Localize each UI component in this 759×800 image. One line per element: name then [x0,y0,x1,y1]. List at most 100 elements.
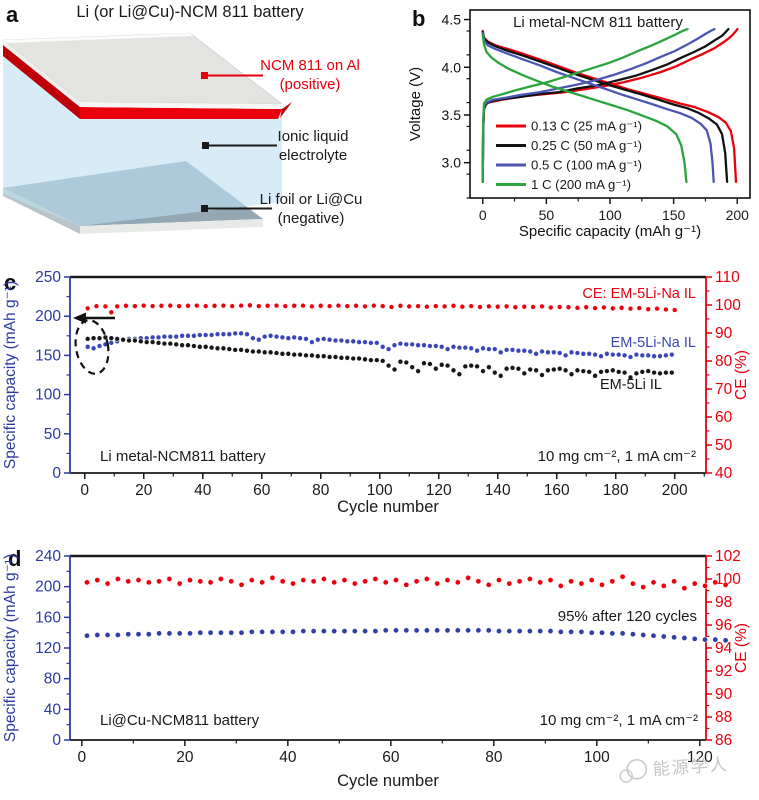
left-y-axis: 3.0 3.5 4.0 4.5 Voltage (V) [407,12,470,199]
x-tick-label: 20 [176,749,194,766]
x-axis: 0 50 100 150 200 Specific capacity (mAh g⁻¹) [479,198,749,240]
annotation-text: 10 mg cm⁻², 1 mA cm⁻² [538,448,696,465]
positive-leader: NCM 811 on Al (positive) [201,57,360,93]
x-tick-label: 40 [194,482,212,499]
annotation-text: Li@Cu-NCM811 battery [100,712,260,729]
series-label: CE: EM-5Li-Na IL [582,286,696,302]
y-tick-label: 3.5 [442,107,462,123]
y-tick-label: 3.0 [442,155,462,171]
series-em-5li-na-il: EM-5Li-Na IL [84,330,696,360]
axis-arrow [73,312,115,324]
y-tick-label: 50 [715,437,733,454]
x-tick-label: 0 [479,207,487,223]
series-0-5-c-discharge [481,31,715,183]
y-tick-label: 0 [52,465,61,482]
right-y-axis: 86 88 90 92 94 96 98 100 102 CE (%) [706,548,750,749]
chart-title: Li metal-NCM 811 battery [513,14,683,31]
cathode-layer [3,45,292,119]
x-axis-title: Specific capacity (mAh g⁻¹) [519,223,701,240]
y-tick-label: 92 [715,663,732,680]
y-tick-label: 100 [715,571,741,588]
right-y-axis-title: CE (%) [733,350,750,400]
series-label: EM-5Li IL [600,377,662,393]
left-y-axis: 0 50 100 150 200 250 Specific capacity (mAh g⁻… [2,269,70,482]
y-tick-label: 80 [44,671,62,688]
x-tick-label: 50 [539,207,555,223]
legend-label: 0.13 C (25 mA g⁻¹) [531,119,642,134]
y-tick-label: 40 [715,465,733,482]
legend-label: 1 C (200 mA g⁻¹) [531,177,631,192]
watermark-text: 能源学人 [652,755,729,779]
annotation-text: 95% after 120 cycles [558,608,697,625]
y-tick-label: 4.0 [442,59,462,75]
series-discharge-capacity [83,627,729,644]
series-1-c-discharge [481,33,688,183]
series-ce-em-5li-na-il: CE: EM-5Li-Na IL [84,286,696,316]
chart-voltage-profiles: 0 50 100 150 200 Specific capacity (mAh g⁻¹) 3… [407,9,751,240]
x-tick-label: 160 [544,482,570,499]
y-tick-label: 70 [715,381,733,398]
x-tick-label: 60 [253,482,271,499]
x-tick-label: 100 [367,482,393,499]
left-y-axis-title: Voltage (V) [407,67,424,141]
y-tick-label: 160 [35,609,61,626]
y-tick-label: 100 [35,387,61,404]
annotation-text: Li metal-NCM811 battery [100,448,266,465]
electrolyte-block [3,52,282,226]
series-0-5-c-charge [481,27,716,183]
series-0-13-c-discharge [481,29,738,183]
positive-label-line2: (positive) [280,76,341,93]
x-tick-label: 180 [603,482,629,499]
y-tick-label: 120 [35,640,61,657]
y-tick-label: 90 [715,325,733,342]
y-tick-label: 50 [44,426,62,443]
y-tick-label: 98 [715,594,732,611]
y-tick-label: 60 [715,409,733,426]
panel-label-d: d [8,546,22,571]
left-y-axis-title: Specific capacity (mAh g⁻¹) [2,554,19,742]
x-tick-label: 60 [382,749,400,766]
x-axis: 0 20 40 60 80 100 120 140 160 180 200 Cycle number [80,473,705,516]
y-tick-label: 4.5 [442,12,462,28]
x-tick-label: 100 [598,207,622,223]
panel-a-battery-diagram: Li (or Li@Cu)-NCM 811 battery NCM 811 on [2,3,362,234]
legend-label: 0.25 C (50 mA g⁻¹) [531,138,642,153]
right-y-axis-title: CE (%) [733,623,750,673]
series-ce [83,573,729,592]
y-tick-label: 100 [715,297,741,314]
y-tick-label: 200 [35,308,61,325]
panel-label-a: a [6,2,19,27]
x-tick-label: 150 [662,207,686,223]
panel-a-title: Li (or Li@Cu)-NCM 811 battery [76,3,304,21]
y-tick-label: 102 [715,548,741,565]
y-tick-label: 96 [715,617,732,634]
negative-leader: Li foil or Li@Cu (negative) [201,191,362,227]
x-tick-label: 200 [726,207,750,223]
watermark-logo-icon-small [619,769,633,783]
watermark: 能源学人 [619,755,729,783]
legend: 0.13 C (25 mA g⁻¹) 0.25 C (50 mA g⁻¹) 0.5 … [496,119,642,192]
x-axis-title: Cycle number [337,772,439,790]
initial-cycles-ellipse [74,319,110,375]
x-tick-label: 0 [78,749,87,766]
y-tick-label: 94 [715,640,733,657]
panel-label-b: b [412,6,426,31]
x-tick-label: 120 [687,749,713,766]
cathode-slab [2,32,283,109]
left-y-axis-title: Specific capacity (mAh g⁻¹) [2,281,19,469]
series-0-25-c-discharge [481,30,729,183]
panel-label-c: c [4,270,17,295]
x-tick-label: 20 [135,482,153,499]
x-axis-title: Cycle number [337,498,439,516]
series-label: EM-5Li-Na IL [611,335,696,351]
electrolyte-label-line1: Ionic liquid [278,128,349,145]
x-axis: 0 20 40 60 80 100 120 Cycle number [78,740,713,790]
x-tick-label: 40 [279,749,297,766]
right-y-axis: 40 50 60 70 80 90 100 110 CE (%) [706,269,750,482]
y-tick-label: 150 [35,347,61,364]
y-tick-label: 88 [715,709,732,726]
annotation-text: 10 mg cm⁻², 1 mA cm⁻² [540,712,698,729]
electrolyte-label-line2: electrolyte [279,147,347,164]
